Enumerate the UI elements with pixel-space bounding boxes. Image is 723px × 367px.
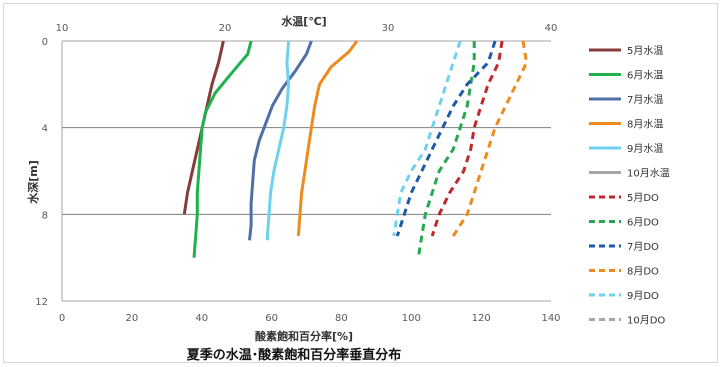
chart-frame: 0 4 8 12 0 20 40 60 80 100 120 140 10 20 30 40 水温[℃] 酸素… [3,3,718,363]
legend-label: 6月DO [627,217,659,229]
legend-label: 7月水温 [627,94,663,106]
series-line-10 [392,40,462,237]
legend-label: 9月DO [627,290,659,302]
series-line-7 [416,41,476,258]
legend-label: 9月水温 [627,143,663,155]
legend-label: 10月DO [627,315,665,327]
bottom-tick-label: 140 [541,313,560,324]
bottom-axis-title: 酸素飽和百分率[%] [255,329,353,343]
bottom-tick-label: 40 [195,313,208,324]
series-line-4 [265,40,291,241]
top-tick-label: 40 [545,23,558,34]
series-line-3 [296,40,359,237]
y-axis-title: 水深[m] [26,160,40,204]
legend-label: 8月DO [627,266,659,278]
y-tick-label: 4 [42,124,48,135]
legend-label: 5月DO [627,192,659,204]
bottom-tick-label: 100 [402,313,421,324]
bottom-tick-label: 0 [59,313,65,324]
top-tick-label: 10 [56,23,69,34]
legend-label: 5月水温 [627,45,663,57]
bottom-tick-label: 60 [265,313,278,324]
legend: 5月水温 6月水温 7月水温 8月水温 9月水温 10月水温 5月DO 6月DO 7月DO 8月D… [589,45,670,327]
y-tick-label: 8 [42,210,48,221]
legend-label: 8月水温 [627,119,663,131]
series-line-9 [451,40,528,237]
series-line-6 [430,40,504,237]
series-line-2 [248,40,313,241]
series-line-8 [395,40,497,237]
bottom-tick-label: 80 [335,313,348,324]
top-axis-title: 水温[℃] [281,14,326,28]
bottom-tick-label: 20 [125,313,138,324]
top-tick-label: 20 [219,23,232,34]
series-line-1 [192,40,253,258]
chart-title: 夏季の水温･酸素飽和百分率垂直分布 [186,347,402,363]
legend-label: 7月DO [627,241,659,253]
y-tick-label: 12 [35,297,48,308]
legend-label: 6月水温 [627,70,663,82]
bottom-tick-label: 120 [472,313,491,324]
y-tick-label: 0 [42,37,48,48]
top-tick-label: 30 [382,23,395,34]
legend-label: 10月水温 [627,168,670,180]
